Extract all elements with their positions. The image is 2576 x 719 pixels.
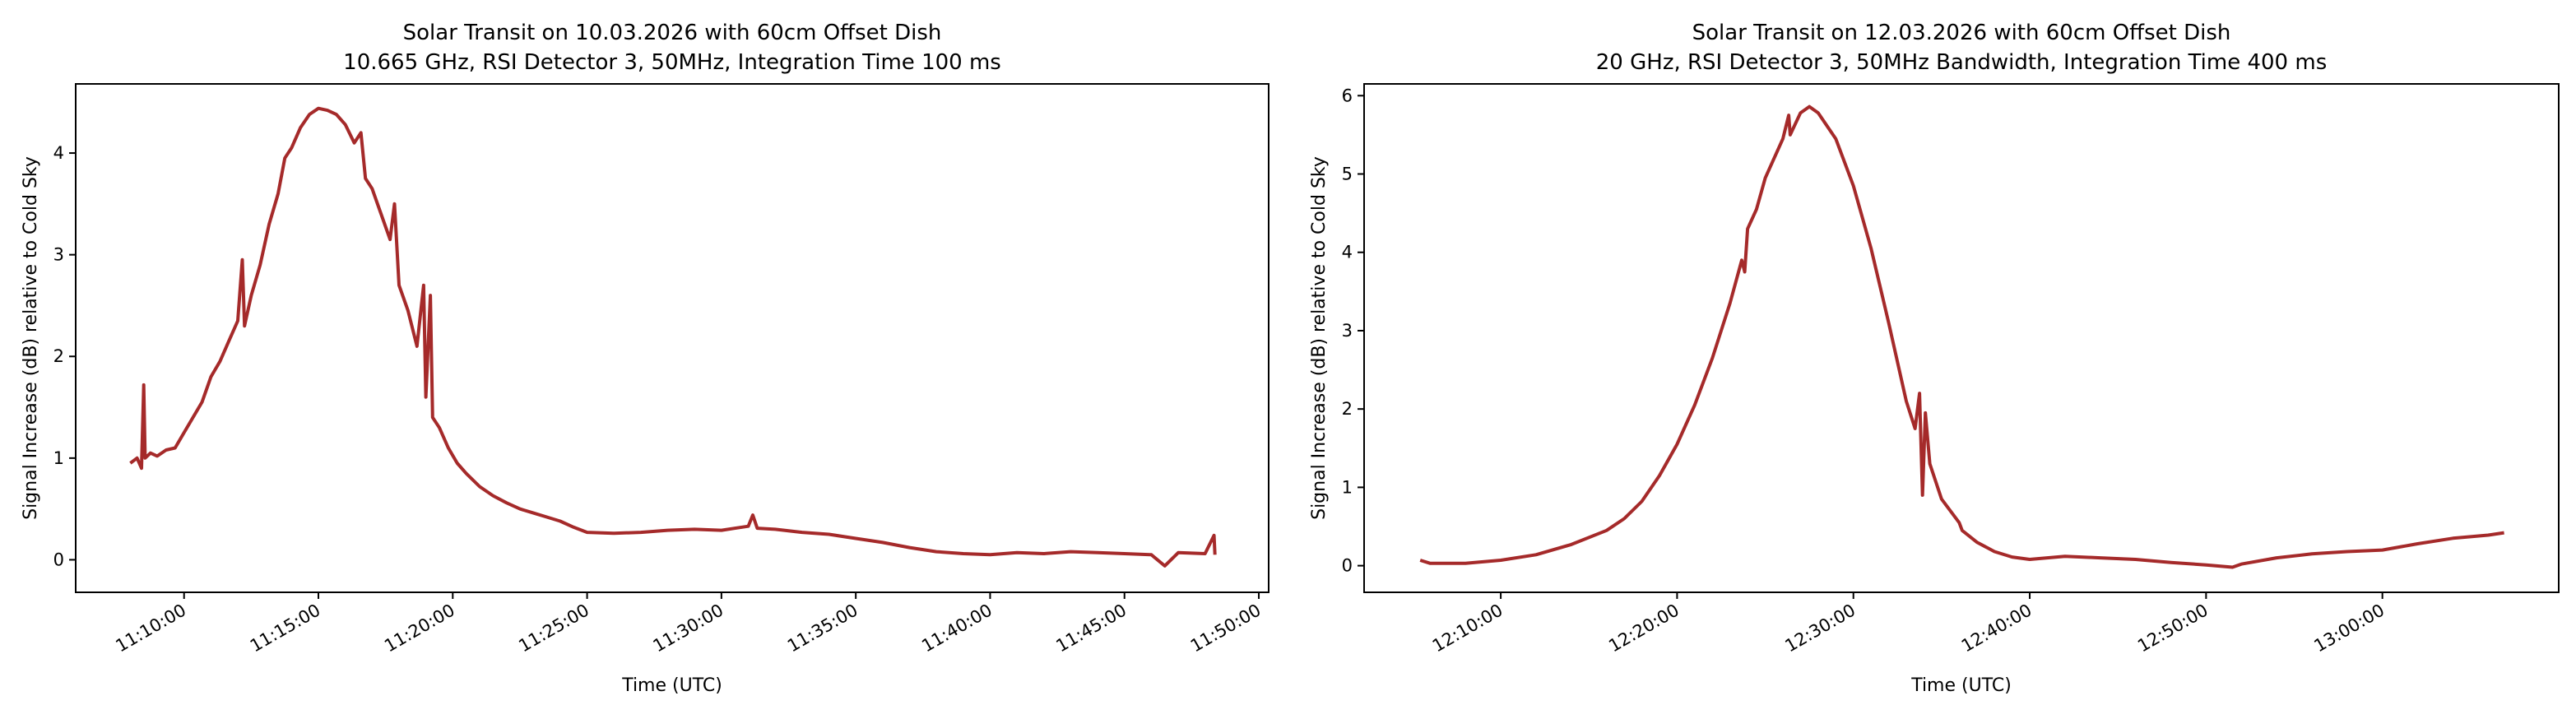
- x-tick-label: 11:45:00: [1053, 601, 1130, 656]
- series-line: [1419, 104, 2504, 569]
- chart-subtitle: 10.665 GHz, RSI Detector 3, 50MHz, Integ…: [343, 50, 1001, 75]
- chart-left: Solar Transit on 10.03.2026 with 60cm Of…: [21, 21, 1269, 696]
- x-tick-label: 11:10:00: [113, 601, 190, 656]
- x-tick-label: 12:40:00: [1958, 601, 2035, 656]
- y-tick-label: 6: [1342, 86, 1353, 105]
- x-tick-label: 11:40:00: [918, 601, 996, 656]
- x-tick-label: 12:30:00: [1782, 601, 1859, 656]
- y-tick-label: 5: [1342, 165, 1353, 184]
- x-tick-label: 11:30:00: [650, 601, 727, 656]
- y-axis-label: Signal Increase (dB) relative to Cold Sk…: [21, 156, 41, 520]
- y-tick-label: 0: [53, 550, 64, 569]
- y-tick-label: 1: [53, 448, 64, 468]
- chart-title: Solar Transit on 12.03.2026 with 60cm Of…: [1692, 21, 2231, 45]
- y-tick-label: 0: [1342, 556, 1353, 576]
- x-axis-label: Time (UTC): [621, 675, 722, 696]
- y-tick-label: 3: [1342, 321, 1353, 341]
- x-tick-label: 13:00:00: [2310, 601, 2388, 656]
- x-tick-label: 11:50:00: [1187, 601, 1265, 656]
- y-tick-label: 2: [1342, 399, 1353, 419]
- y-tick-label: 2: [53, 346, 64, 366]
- y-axis-label: Signal Increase (dB) relative to Cold Sk…: [1309, 156, 1330, 520]
- x-tick-label: 11:15:00: [247, 601, 324, 656]
- plot-frame: [75, 83, 1269, 593]
- plot-frame: [1363, 83, 2560, 593]
- y-tick-label: 4: [1342, 243, 1353, 262]
- chart-right: Solar Transit on 12.03.2026 with 60cm Of…: [1309, 21, 2560, 696]
- y-tick-label: 3: [53, 245, 64, 265]
- x-tick-label: 11:20:00: [381, 601, 458, 656]
- x-tick-label: 12:50:00: [2134, 601, 2212, 656]
- chart-title: Solar Transit on 10.03.2026 with 60cm Of…: [403, 21, 942, 45]
- series-line: [129, 106, 1217, 568]
- chart-subtitle: 20 GHz, RSI Detector 3, 50MHz Bandwidth,…: [1596, 50, 2327, 75]
- x-tick-label: 11:25:00: [515, 601, 592, 656]
- x-tick-label: 12:20:00: [1605, 601, 1683, 656]
- x-tick-label: 11:35:00: [784, 601, 861, 656]
- y-tick-label: 1: [1342, 477, 1353, 497]
- x-tick-label: 12:10:00: [1429, 601, 1506, 656]
- x-axis-label: Time (UTC): [1910, 675, 2012, 696]
- y-tick-label: 4: [53, 143, 64, 163]
